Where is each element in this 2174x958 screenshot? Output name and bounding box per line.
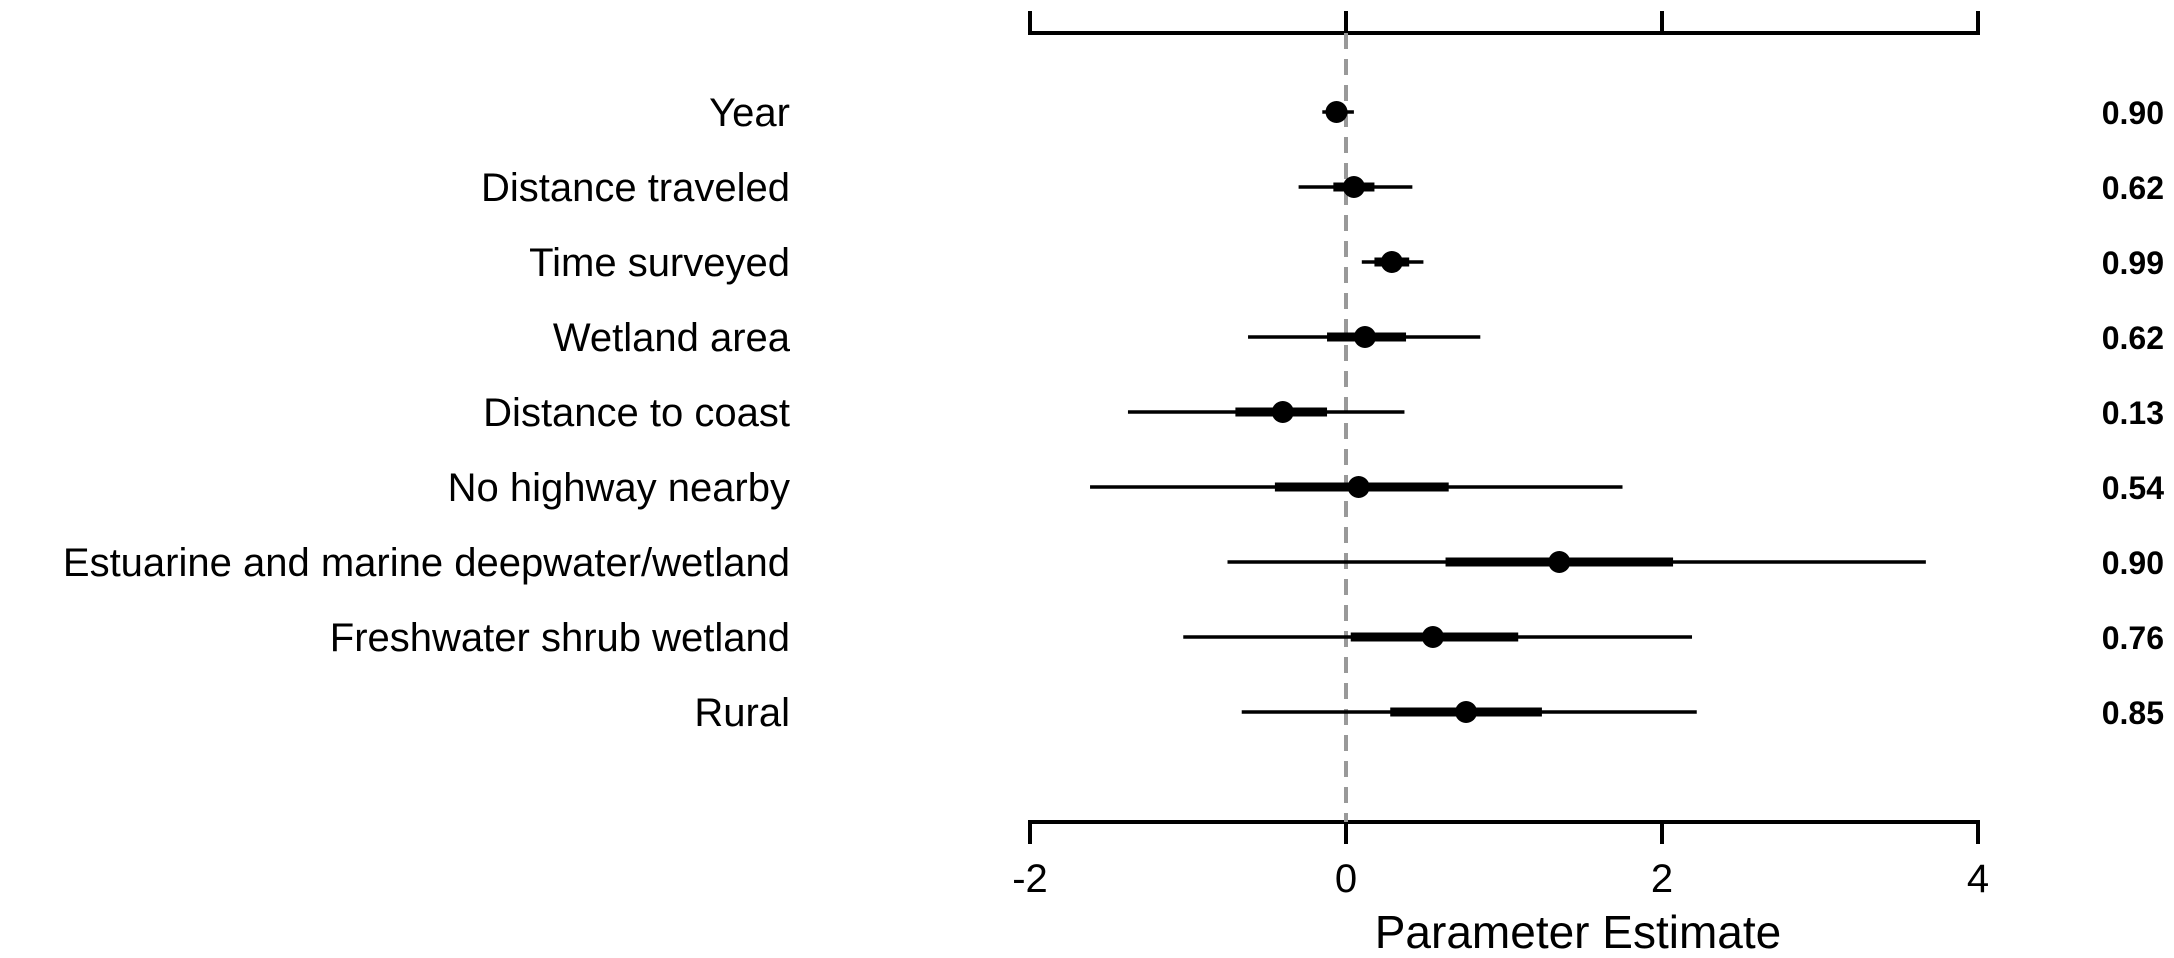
row-label: No highway nearby	[448, 466, 790, 510]
probability-value: 0.90	[2102, 95, 2164, 131]
row-label: Distance traveled	[481, 166, 790, 210]
probability-value: 0.62	[2102, 320, 2164, 356]
probability-value: 0.54	[2102, 470, 2164, 506]
probability-value: 0.13	[2102, 395, 2164, 431]
probability-labels: 0.90 0.62 0.99 0.62 0.13 0.54 0.90 0.76 0.85	[2102, 95, 2164, 731]
probability-value: 0.85	[2102, 695, 2164, 731]
x-tick-label: 4	[1967, 857, 1989, 901]
row-label: Time surveyed	[529, 241, 790, 285]
x-tick-label: 2	[1651, 857, 1673, 901]
estimate-point	[1421, 626, 1444, 648]
probability-value: 0.62	[2102, 170, 2164, 206]
estimate-point	[1342, 176, 1365, 198]
x-tick-label: 0	[1335, 857, 1357, 901]
estimate-point	[1455, 701, 1478, 723]
x-axis-title: Parameter Estimate	[1375, 906, 1781, 958]
estimate-point	[1380, 251, 1403, 273]
axes: -2 0 2 4	[1012, 11, 1989, 901]
row-label: Rural	[694, 691, 790, 735]
probability-value: 0.99	[2102, 245, 2164, 281]
row-label: Year	[709, 91, 790, 135]
row-label: Freshwater shrub wetland	[330, 616, 790, 660]
probability-value: 0.90	[2102, 545, 2164, 581]
estimate-point	[1325, 101, 1348, 123]
row-label: Estuarine and marine deepwater/wetland	[63, 541, 790, 585]
estimate-point	[1548, 551, 1571, 573]
row-labels: Year Distance traveled Time surveyed Wetlan…	[63, 91, 791, 735]
row-label: Distance to coast	[483, 391, 790, 435]
estimate-point	[1347, 476, 1370, 498]
estimate-point	[1353, 326, 1376, 348]
x-tick-label: -2	[1012, 857, 1048, 901]
interval-marks	[1090, 101, 1926, 723]
estimate-point	[1271, 401, 1294, 423]
probability-value: 0.76	[2102, 620, 2164, 656]
row-label: Wetland area	[553, 316, 791, 360]
